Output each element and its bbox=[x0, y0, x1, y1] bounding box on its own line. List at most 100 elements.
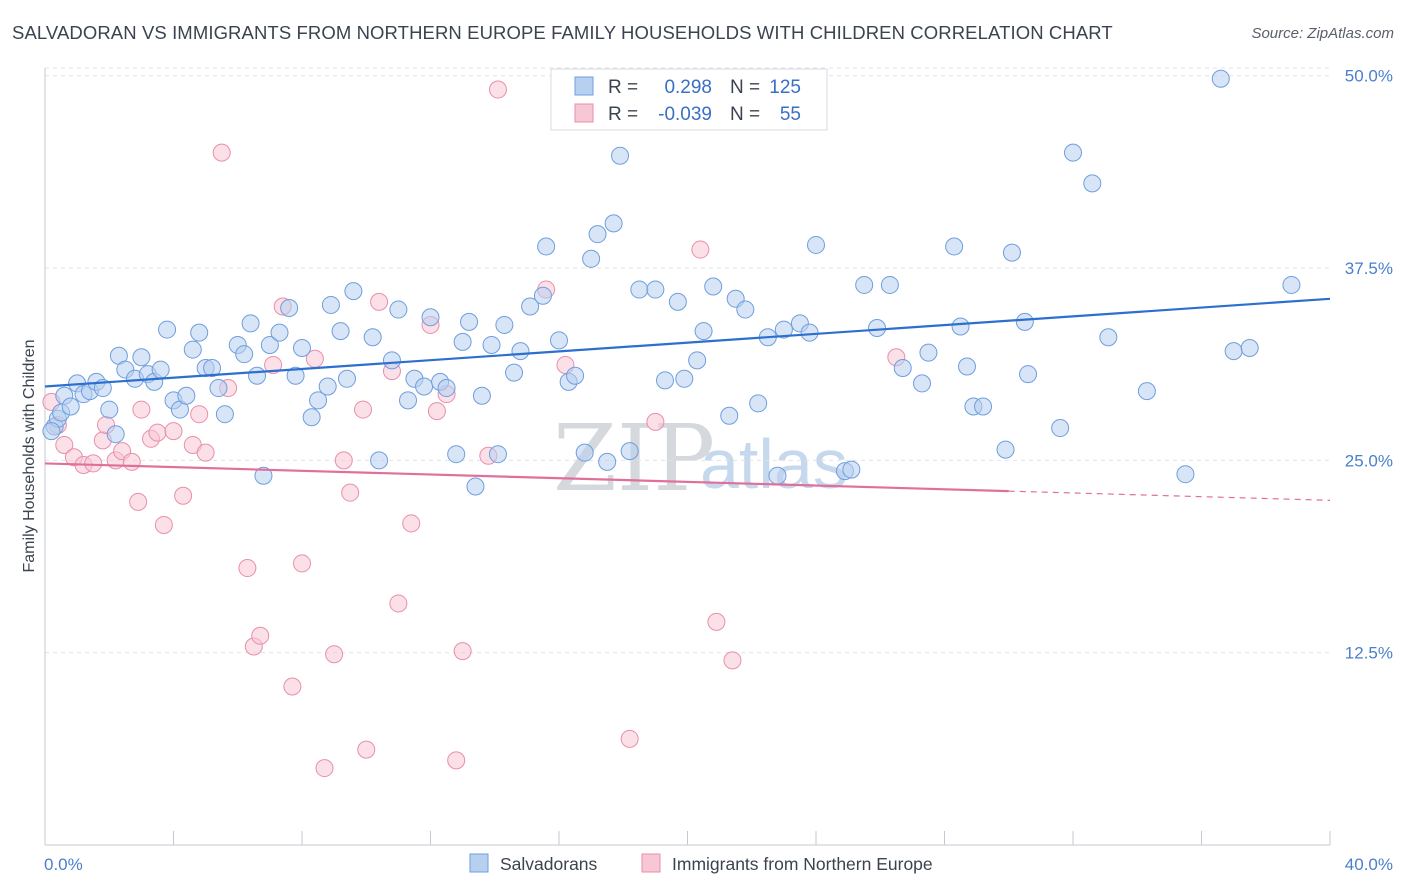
salvadorans-point-89 bbox=[736, 300, 755, 319]
salvadorans-point-23 bbox=[183, 340, 202, 359]
salvadorans-point-120 bbox=[1224, 342, 1243, 361]
legend-n-value-1: 125 bbox=[769, 77, 801, 98]
legend-n-label-2: N = bbox=[730, 104, 760, 125]
immigrants-point-25 bbox=[251, 626, 270, 645]
immigrants-point-12 bbox=[132, 400, 151, 419]
immigrants-point-51 bbox=[646, 412, 665, 431]
salvadorans-point-39 bbox=[302, 408, 321, 427]
salvadorans-point-57 bbox=[453, 332, 472, 351]
salvadorans-point-19 bbox=[158, 320, 177, 339]
immigrants-point-36 bbox=[357, 740, 376, 759]
salvadorans-point-60 bbox=[472, 386, 491, 405]
y-tick-label-1: 25.0% bbox=[1345, 451, 1393, 470]
trend-lines bbox=[44, 297, 1331, 501]
salvadorans-point-103 bbox=[913, 374, 932, 393]
salvadorans-point-84 bbox=[688, 351, 707, 370]
salvadorans-point-107 bbox=[957, 357, 976, 376]
salvadorans-point-15 bbox=[132, 348, 151, 367]
salvadorans-point-122 bbox=[1282, 275, 1301, 294]
salvadorans-point-119 bbox=[1176, 465, 1195, 484]
salvadorans-point-52 bbox=[415, 377, 434, 396]
salvadorans-point-68 bbox=[537, 237, 556, 256]
salvadorans-point-41 bbox=[318, 377, 337, 396]
source-label: Source: ZipAtlas.com bbox=[1251, 25, 1394, 42]
legend-label-immigrants: Immigrants from Northern Europe bbox=[672, 854, 933, 874]
salvadorans-point-34 bbox=[260, 335, 279, 354]
salvadorans-point-75 bbox=[598, 452, 617, 471]
legend-swatch-immigrants-bottom bbox=[641, 853, 661, 873]
salvadorans-point-42 bbox=[321, 295, 340, 314]
immigrants-point-47 bbox=[488, 80, 507, 99]
immigrants-point-17 bbox=[174, 486, 193, 505]
salvadorans-point-87 bbox=[720, 406, 739, 425]
salvadorans-point-100 bbox=[868, 319, 887, 338]
salvadorans-point-26 bbox=[203, 359, 222, 378]
salvadorans-point-80 bbox=[646, 280, 665, 299]
immigrants-point-16 bbox=[164, 422, 183, 441]
salvadorans-point-71 bbox=[566, 366, 585, 385]
salvadorans-point-4 bbox=[61, 397, 80, 416]
legend-r-value-1: 0.298 bbox=[664, 77, 712, 98]
salvadorans-point-67 bbox=[533, 286, 552, 305]
salvadorans-point-30 bbox=[235, 345, 254, 364]
salvadorans-point-92 bbox=[768, 466, 787, 485]
salvadorans-point-10 bbox=[100, 400, 119, 419]
immigrants-point-20 bbox=[196, 443, 215, 462]
immigrants-point-2 bbox=[55, 435, 74, 454]
salvadorans-point-11 bbox=[106, 425, 125, 444]
immigrants-point-53 bbox=[707, 612, 726, 631]
immigrants-point-54 bbox=[723, 651, 742, 670]
y-tick-labels: 12.5% 25.0% 37.5% 50.0% bbox=[1345, 67, 1393, 663]
salvadorans-point-102 bbox=[893, 359, 912, 378]
immigrants-point-40 bbox=[402, 514, 421, 533]
salvadorans-point-62 bbox=[488, 445, 507, 464]
salvadorans-point-115 bbox=[1064, 143, 1082, 162]
salvadorans-point-18 bbox=[151, 360, 170, 379]
salvadorans-point-22 bbox=[177, 386, 196, 405]
y-axis-title: Family Households with Children bbox=[21, 340, 38, 573]
immigrants-point-11 bbox=[129, 492, 148, 511]
salvadorans-point-76 bbox=[604, 214, 623, 233]
salvadorans-point-31 bbox=[241, 314, 260, 333]
immigrants-point-45 bbox=[453, 642, 472, 661]
legend-r-label-2: R = bbox=[608, 104, 638, 125]
immigrants-point-14 bbox=[148, 423, 167, 442]
salvadorans-point-98 bbox=[842, 460, 861, 479]
series-immigrants-points bbox=[42, 80, 906, 778]
salvadorans-point-59 bbox=[466, 477, 485, 496]
series-salvadorans-points bbox=[42, 69, 1301, 496]
salvadorans-point-106 bbox=[951, 317, 970, 336]
axes bbox=[44, 68, 1331, 846]
salvadorans-point-117 bbox=[1099, 328, 1118, 347]
immigrants-point-15 bbox=[154, 515, 173, 534]
immigrants-point-10 bbox=[122, 452, 141, 471]
trend-line-immigrants-extension bbox=[1008, 490, 1331, 501]
legend-swatch-salvadorans-bottom bbox=[469, 853, 489, 873]
immigrants-point-33 bbox=[334, 451, 353, 470]
immigrants-point-50 bbox=[620, 729, 639, 748]
immigrants-point-31 bbox=[315, 759, 334, 778]
salvadorans-point-53 bbox=[421, 308, 440, 327]
salvadorans-point-121 bbox=[1240, 339, 1259, 358]
salvadorans-point-38 bbox=[293, 339, 311, 358]
legend-swatch-immigrants bbox=[574, 103, 594, 123]
salvadorans-point-78 bbox=[620, 442, 639, 461]
salvadorans-point-48 bbox=[382, 351, 401, 370]
immigrants-point-44 bbox=[447, 751, 466, 770]
immigrants-point-35 bbox=[354, 400, 373, 419]
immigrants-point-28 bbox=[283, 677, 302, 696]
salvadorans-point-74 bbox=[588, 225, 607, 244]
salvadorans-point-95 bbox=[800, 323, 819, 342]
salvadorans-point-28 bbox=[215, 405, 234, 424]
salvadorans-point-65 bbox=[511, 342, 530, 361]
y-tick-label-3: 50.0% bbox=[1345, 67, 1393, 86]
y-tick-label-0: 12.5% bbox=[1345, 644, 1393, 663]
immigrants-point-34 bbox=[341, 483, 360, 502]
salvadorans-point-81 bbox=[656, 371, 675, 390]
salvadorans-point-112 bbox=[1015, 312, 1034, 331]
salvadorans-point-44 bbox=[337, 369, 356, 388]
immigrants-point-19 bbox=[190, 405, 209, 424]
x-tick-label-min: 0.0% bbox=[44, 855, 83, 874]
salvadorans-point-90 bbox=[749, 394, 768, 413]
